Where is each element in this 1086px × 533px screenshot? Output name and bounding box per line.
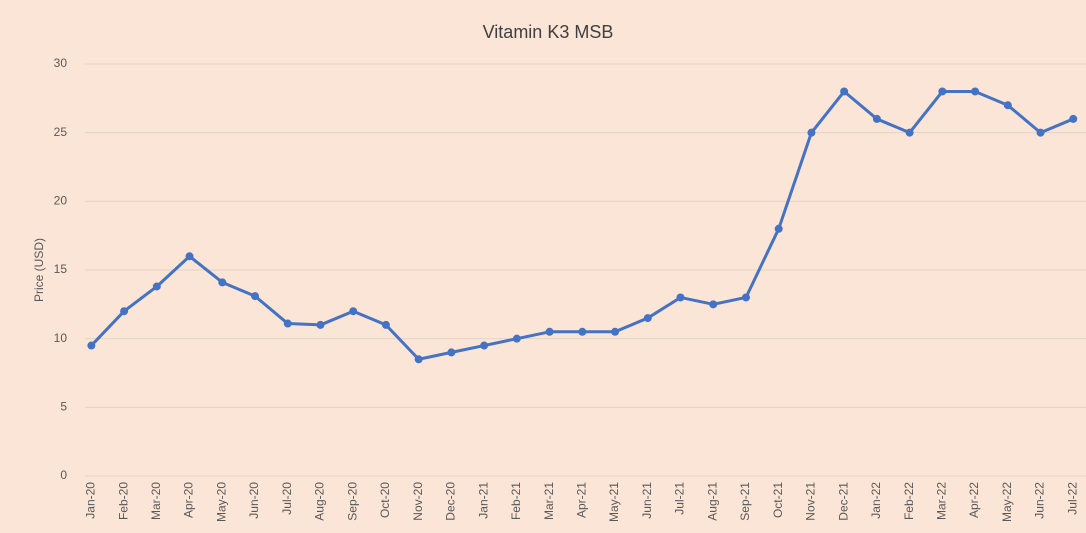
x-tick-label: May-22 [1000, 482, 1014, 522]
x-tick-label: Mar-20 [149, 482, 163, 520]
point [120, 307, 129, 316]
x-tick-label: Feb-20 [116, 482, 130, 520]
x-tick-label: Apr-20 [182, 482, 196, 518]
point [87, 341, 96, 350]
x-tick-label: Jan-22 [869, 482, 883, 519]
x-tick-label: May-21 [607, 482, 621, 522]
point [349, 307, 358, 316]
x-tick-label: Oct-21 [771, 482, 785, 518]
point [774, 224, 783, 233]
y-tick-label: 30 [54, 56, 68, 70]
x-tick-label: Jun-20 [247, 482, 261, 519]
x-tick-label: Jul-20 [280, 482, 294, 515]
point [676, 293, 685, 302]
point [578, 327, 587, 336]
point [1036, 128, 1045, 137]
point [152, 282, 161, 291]
x-tick-label: Jan-21 [476, 482, 490, 519]
y-tick-label: 5 [60, 400, 67, 414]
x-tick-label: Apr-21 [574, 482, 588, 518]
x-tick-label: Nov-21 [804, 482, 818, 521]
x-tick-label: Jun-21 [640, 482, 654, 519]
point [218, 278, 227, 287]
point [283, 319, 292, 328]
x-tick-label: Jan-20 [84, 482, 98, 519]
y-axis-label: Price (USD) [32, 238, 46, 302]
point [840, 87, 849, 96]
point [185, 252, 194, 261]
point [611, 327, 620, 336]
x-tick-label: Dec-21 [836, 482, 850, 521]
point [251, 292, 260, 301]
point [1069, 114, 1078, 123]
point [905, 128, 914, 137]
point [807, 128, 816, 137]
point [1003, 101, 1012, 110]
x-tick-label: Jul-22 [1065, 482, 1079, 515]
x-tick-label: Aug-21 [705, 482, 719, 521]
point [643, 314, 652, 323]
point [971, 87, 980, 96]
point [414, 355, 423, 364]
y-tick-label: 25 [54, 125, 68, 139]
x-tick-label: Apr-22 [967, 482, 981, 518]
y-tick-label: 20 [54, 194, 68, 208]
x-tick-label: Sep-20 [345, 482, 359, 521]
y-tick-label: 0 [60, 468, 67, 482]
chart-title: Vitamin K3 MSB [483, 22, 614, 42]
x-tick-label: Dec-20 [444, 482, 458, 521]
x-tick-label: Mar-22 [935, 482, 949, 520]
point [709, 300, 718, 309]
point [316, 320, 325, 329]
point [872, 114, 881, 123]
point [512, 334, 521, 343]
x-tick-label: Oct-20 [378, 482, 392, 518]
x-tick-label: Feb-21 [509, 482, 523, 520]
point [545, 327, 554, 336]
x-tick-label: Nov-20 [411, 482, 425, 521]
point [480, 341, 489, 350]
x-tick-label: Feb-22 [902, 482, 916, 520]
x-tick-label: Mar-21 [542, 482, 556, 520]
x-tick-label: Jun-22 [1033, 482, 1047, 519]
x-tick-label: Aug-20 [313, 482, 327, 521]
x-tick-label: Sep-21 [738, 482, 752, 521]
x-tick-label: Jul-21 [673, 482, 687, 515]
point [938, 87, 947, 96]
point [741, 293, 750, 302]
y-tick-label: 10 [54, 331, 68, 345]
x-tick-label: May-20 [214, 482, 228, 522]
y-tick-label: 15 [54, 262, 68, 276]
point [381, 320, 390, 329]
point [447, 348, 456, 357]
